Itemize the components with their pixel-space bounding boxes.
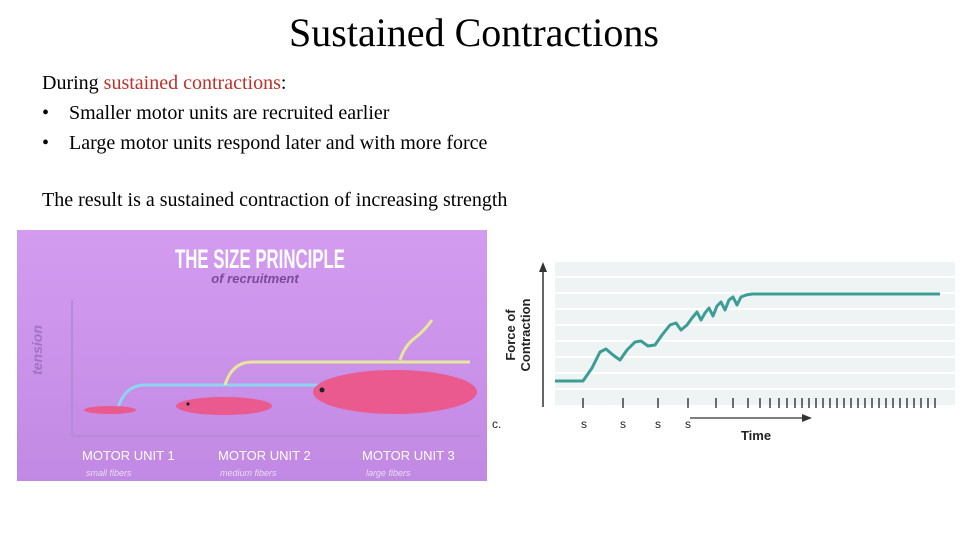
intro-highlight: sustained contractions [104,72,281,94]
intro: During sustained contractions: [42,72,286,94]
bullet: Large motor units respond later and with… [69,132,488,154]
y-label: Force of [503,309,518,361]
tension-curve [398,319,434,361]
unit-fibers: large fibers [366,468,411,478]
intro-lead: During [42,72,104,94]
tension-curve [116,383,320,409]
tension-curve [223,360,470,386]
arrowhead [802,414,812,422]
x-label: Time [741,428,771,443]
unit-name: MOTOR UNIT 2 [218,448,311,463]
eye [186,402,190,406]
stimulus-ticks [582,398,936,408]
y-label: Contraction [518,298,533,371]
fiber [84,406,136,414]
title: Sustained Contractions [289,10,659,55]
illustration-bg [17,230,487,481]
fiber [176,397,272,415]
bullet-symbol: • [42,102,49,124]
panel-label: c. [492,417,501,431]
intro-tail: : [281,72,287,94]
bullet-symbol: • [42,132,49,154]
stimulus-label: s [655,417,661,431]
eye [319,387,325,393]
stimulus-label: s [685,417,691,431]
illustration-title: THE SIZE PRINCIPLE [175,244,345,274]
unit-name: MOTOR UNIT 3 [362,448,455,463]
stimulus-label: s [620,417,626,431]
axis-label: tension [29,325,45,375]
illustration-subtitle: of recruitment [211,271,299,286]
force-curve [555,292,940,383]
unit-fibers: medium fibers [220,468,277,478]
result: The result is a sustained contraction of… [42,189,507,211]
fiber [313,370,477,414]
unit-name: MOTOR UNIT 1 [82,448,175,463]
stimulus-label: s [581,417,587,431]
bullet: Smaller motor units are recruited earlie… [69,102,390,124]
unit-fibers: small fibers [86,468,132,478]
graph-bg [555,262,955,405]
arrowhead [539,262,547,272]
